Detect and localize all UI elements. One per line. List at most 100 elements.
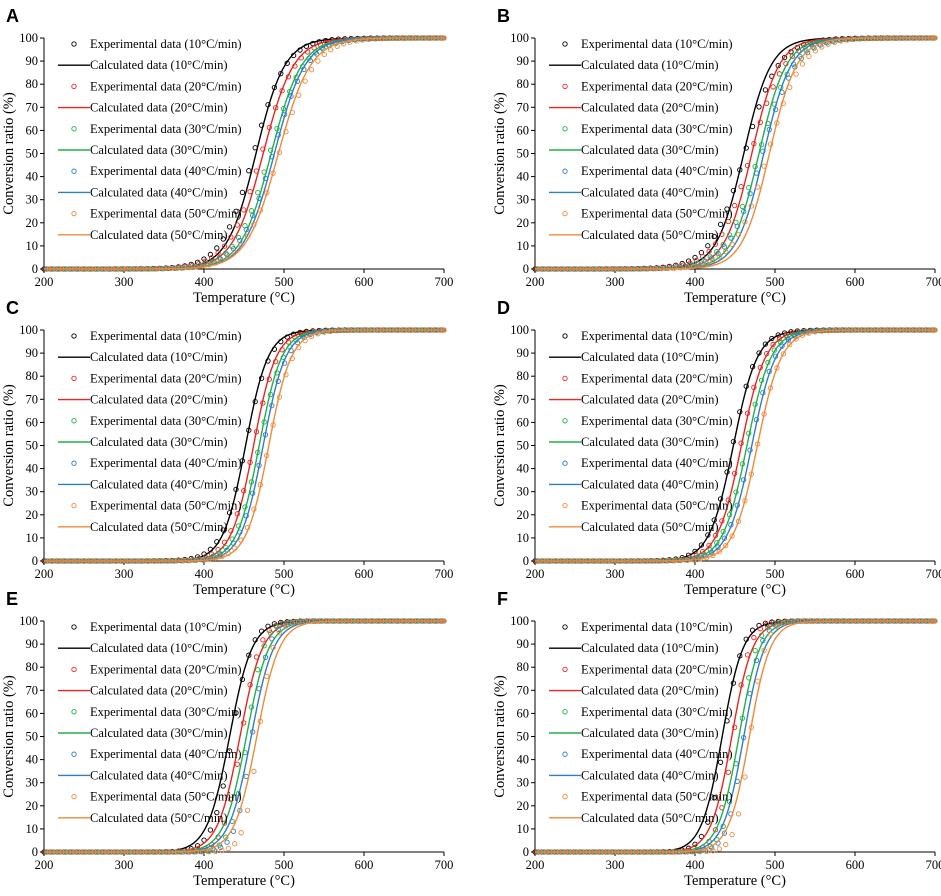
y-tick-label: 80 <box>26 77 39 91</box>
experimental-point <box>831 327 838 334</box>
experimental-point <box>915 618 921 624</box>
y-tick-label: 10 <box>26 822 39 836</box>
experimental-point <box>278 71 284 77</box>
legend-label: Experimental data (20°C/min) <box>90 662 241 676</box>
legend-item: Calculated data (30°C/min) <box>58 143 228 157</box>
x-tick-label: 400 <box>686 858 705 872</box>
experimental-point <box>161 849 167 855</box>
experimental-point <box>385 35 391 42</box>
legend-item: Calculated data (40°C/min) <box>549 477 719 491</box>
y-tick-label: 90 <box>26 637 39 651</box>
experimental-point <box>281 111 288 118</box>
experimental-point <box>703 555 710 561</box>
experimental-point <box>84 558 91 564</box>
legend-label: Experimental data (40°C/min) <box>90 456 241 470</box>
legend-item: Experimental data (20°C/min) <box>562 371 732 385</box>
experimental-point <box>735 518 742 524</box>
experimental-point <box>116 558 123 564</box>
experimental-point <box>633 849 639 855</box>
experimental-point <box>747 190 753 197</box>
experimental-point <box>601 849 607 855</box>
legend-marker-circle <box>562 210 568 217</box>
experimental-point <box>296 92 302 98</box>
experimental-point <box>168 558 174 564</box>
experimental-point <box>761 647 767 653</box>
experimental-point <box>251 768 257 774</box>
experimental-point <box>751 384 757 391</box>
experimental-point <box>753 657 760 664</box>
experimental-point <box>417 35 423 41</box>
legend-label: Calculated data (40°C/min) <box>581 185 719 199</box>
experimental-point <box>915 327 921 333</box>
experimental-point <box>659 265 665 272</box>
y-tick-label: 10 <box>517 531 530 545</box>
experimental-point <box>646 849 652 855</box>
experimental-point <box>52 266 59 272</box>
experimental-point <box>142 849 148 855</box>
experimental-point <box>285 74 292 80</box>
experimental-point <box>392 35 398 41</box>
experimental-point <box>812 48 818 54</box>
y-tick-label: 30 <box>517 485 530 499</box>
experimental-point <box>863 36 870 42</box>
experimental-point <box>328 618 334 624</box>
experimental-point <box>347 618 353 624</box>
x-tick-label: 700 <box>435 858 454 872</box>
experimental-point <box>251 506 257 512</box>
legend-label: Experimental data (30°C/min) <box>581 122 732 136</box>
y-tick-label: 40 <box>26 170 39 184</box>
y-axis-title: Conversion ratio (%) <box>1 384 17 507</box>
experimental-point <box>264 673 270 679</box>
experimental-point <box>110 849 116 855</box>
experimental-point <box>646 558 652 564</box>
experimental-point <box>772 106 779 113</box>
experimental-point <box>652 266 658 272</box>
experimental-point <box>207 827 214 833</box>
legend-item: Calculated data (10°C/min) <box>58 641 228 655</box>
x-axis-title: Temperature (°C) <box>684 582 786 598</box>
legend-item: Experimental data (10°C/min) <box>562 620 732 634</box>
legend-marker-circle <box>71 210 77 217</box>
experimental-point <box>249 729 256 735</box>
experimental-point <box>671 558 678 564</box>
experimental-point <box>219 847 225 854</box>
experimental-point <box>305 49 311 55</box>
experimental-point <box>224 547 230 553</box>
experimental-point <box>334 328 340 334</box>
experimental-point <box>283 129 289 135</box>
experimental-point <box>746 675 752 681</box>
experimental-point <box>249 212 256 219</box>
legend-item: Calculated data (50°C/min) <box>58 520 228 534</box>
experimental-point <box>703 848 710 855</box>
experimental-point <box>239 458 246 464</box>
experimental-point <box>385 327 391 333</box>
experimental-point <box>46 558 52 564</box>
experimental-point <box>798 55 804 62</box>
legend-label: Calculated data (30°C/min) <box>90 435 228 449</box>
experimental-point <box>569 558 575 564</box>
experimental-point <box>729 241 735 247</box>
experimental-point <box>214 810 220 816</box>
experimental-point <box>283 623 289 629</box>
experimental-point <box>366 327 372 333</box>
experimental-point <box>751 634 757 641</box>
experimental-point <box>264 190 270 196</box>
legend-item: Calculated data (10°C/min) <box>549 641 719 655</box>
experimental-point <box>59 849 65 855</box>
x-tick-label: 700 <box>926 567 941 581</box>
legend-label: Calculated data (20°C/min) <box>90 101 228 115</box>
experimental-point <box>315 58 321 64</box>
experimental-point <box>770 341 776 348</box>
experimental-point <box>796 48 802 54</box>
panel-label: F <box>497 589 508 609</box>
experimental-point <box>793 618 799 625</box>
y-tick-label: 60 <box>517 415 530 429</box>
legend-label: Calculated data (40°C/min) <box>90 185 228 199</box>
experimental-point <box>385 618 391 624</box>
legend-marker-circle <box>71 751 77 757</box>
y-tick-label: 70 <box>26 100 39 114</box>
experimental-point <box>723 841 729 848</box>
legend-marker-circle <box>562 418 568 424</box>
experimental-point <box>347 39 353 45</box>
legend-item: Calculated data (40°C/min) <box>58 185 228 199</box>
